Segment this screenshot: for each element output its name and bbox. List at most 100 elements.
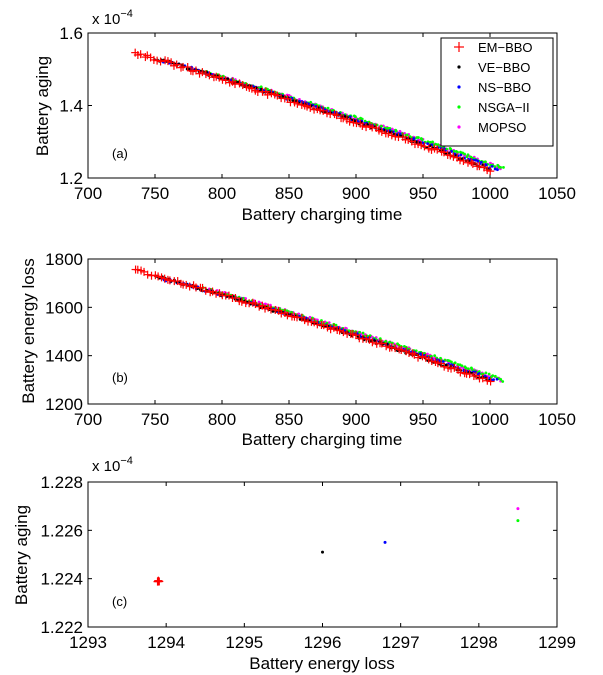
p1-nsgaii-point-87 — [388, 126, 392, 130]
legend: EM−BBO VE−BBO NS−BBO NSGA−II MOPSO — [440, 37, 554, 147]
p1-xtick-label-2: 800 — [208, 184, 236, 203]
p2-ytick-label-0: 1200 — [45, 395, 83, 414]
ticks-c: 1293 1294 1295 1296 1297 1298 1299 1.222 1.224 1.… — [40, 473, 575, 652]
p1-nsbbo-point-139 — [496, 168, 499, 172]
p3-xtick-label-3: 1296 — [304, 633, 342, 652]
xlabel-b: Battery charging time — [242, 430, 403, 449]
p1-nsgaii-point-50 — [309, 100, 313, 104]
p1-ytick-label-0: 1.2 — [59, 169, 83, 188]
p1-nsgaii-point-83 — [380, 124, 383, 128]
p1-vebbo-point-83 — [353, 119, 357, 123]
p1-vebbo-point-79 — [343, 115, 347, 118]
p1-nsbbo-point-110 — [426, 142, 430, 146]
p1-ytick-label-1: 1.4 — [59, 97, 83, 116]
p2-nsgaii-point-110 — [439, 356, 442, 360]
marks-b — [131, 265, 505, 386]
p2-ytick-label-1: 1400 — [45, 347, 83, 366]
p3-nsbbo-point — [383, 540, 387, 544]
panel-label-b: (b) — [112, 370, 128, 385]
p1-vebbo-point-88 — [365, 123, 369, 126]
ylabel-a: Battery aging — [33, 56, 52, 156]
plot-area-b — [87, 258, 558, 405]
ticks-a: 700 750 800 850 900 950 1000 1050 1.2 1.4 1.6 — [59, 24, 576, 203]
legend-item-mopso-label: MOPSO — [478, 120, 526, 135]
p2-nsgaii-point-125 — [470, 368, 474, 371]
p2-nsgaii-point-85 — [384, 340, 388, 343]
p2-nsgaii-point-120 — [460, 364, 464, 368]
p2-nsbbo-point-83 — [359, 335, 363, 339]
p1-mopso-point-87 — [390, 127, 394, 131]
p2-nsgaii-point-139 — [501, 380, 505, 383]
p2-xtick-label-3: 850 — [275, 410, 303, 429]
p2-nsgaii-point-138 — [499, 378, 503, 381]
p1-xtick-label-7: 1050 — [538, 184, 576, 203]
p1-xtick-label-1: 750 — [141, 184, 169, 203]
p1-xtick-label-6: 1000 — [471, 184, 509, 203]
p1-nsgaii-point-75 — [363, 119, 367, 123]
p2-nsgaii-point-62 — [334, 323, 338, 327]
p1-nsgaii-point-71 — [353, 115, 357, 119]
p1-nsgaii-point-116 — [452, 149, 456, 153]
p2-vebbo-point-121 — [444, 363, 448, 367]
p2-xtick-label-7: 1050 — [538, 410, 576, 429]
p2-nsgaii-point-74 — [361, 331, 365, 335]
legend-item-nsbbo-marker — [457, 85, 461, 89]
legend-item-nsgaii-marker — [457, 105, 461, 109]
plot-area-c — [87, 481, 558, 628]
p2-mopso-point-104 — [426, 352, 429, 356]
p2-nsgaii-point-115 — [450, 360, 453, 364]
p3-xtick-label-5: 1298 — [460, 633, 498, 652]
p1-nsgaii-point-105 — [428, 140, 432, 144]
p2-nsgaii-point-117 — [453, 361, 457, 365]
p3-vebbo-point — [321, 550, 324, 554]
p1-nsgaii-point-131 — [484, 160, 487, 164]
p2-xtick-label-6: 1000 — [471, 410, 509, 429]
panel-a: 700 750 800 850 900 950 1000 1050 1.2 1.4 1.6 x 10… — [33, 8, 576, 224]
p1-nsgaii-point-30 — [266, 87, 269, 91]
p1-nsgaii-point-123 — [466, 153, 470, 157]
panel-c: 1293 1294 1295 1296 1297 1298 1299 1.222 1.224 1.… — [12, 455, 576, 673]
p3-nsgaii-point — [516, 519, 520, 523]
p3-xtick-label-0: 1293 — [69, 633, 107, 652]
p1-xtick-label-0: 700 — [74, 184, 102, 203]
panel-label-c: (c) — [112, 594, 127, 609]
p1-nsbbo-point-61 — [307, 102, 310, 106]
p2-nsgaii-point-122 — [464, 366, 468, 370]
p2-nsgaii-point-107 — [433, 354, 437, 358]
p1-nsbbo-point-137 — [490, 165, 494, 168]
p2-xtick-label-2: 800 — [208, 410, 236, 429]
xlabel-c: Battery energy loss — [249, 654, 395, 673]
p1-nsgaii-point-139 — [502, 165, 505, 169]
p1-nsgaii-point-95 — [405, 133, 409, 137]
p1-nsbbo-point-138 — [493, 167, 497, 171]
p1-xtick-label-5: 950 — [409, 184, 437, 203]
p1-nsgaii-point-106 — [431, 140, 434, 144]
p2-vebbo-point-49 — [271, 310, 275, 313]
p2-nsbbo-point-139 — [495, 377, 499, 381]
p1-nsgaii-point-96 — [408, 135, 412, 139]
p1-nsgaii-point-138 — [499, 166, 502, 169]
p2-xtick-label-5: 950 — [409, 410, 437, 429]
p3-ytick-label-3: 1.228 — [40, 473, 83, 492]
p1-ytick-label-2: 1.6 — [59, 24, 83, 43]
p1-nsgaii-point-119 — [459, 150, 462, 154]
p1-nsbbo-point-105 — [412, 137, 416, 140]
exponent-label-a: x 10−4 — [92, 8, 133, 28]
p3-xtick-label-2: 1295 — [225, 633, 263, 652]
xlabel-a: Battery charging time — [242, 205, 403, 224]
p2-ytick-label-3: 1800 — [45, 250, 83, 269]
p1-nsbbo-point-64 — [314, 105, 318, 108]
ylabel-c: Battery aging — [12, 505, 31, 605]
p1-nsgaii-point-136 — [496, 163, 500, 167]
p2-vebbo-point-91 — [373, 339, 376, 343]
p3-ytick-label-0: 1.222 — [40, 618, 83, 637]
p1-nsgaii-point-102 — [420, 138, 424, 142]
p3-ytick-label-1: 1.224 — [40, 570, 83, 589]
p3-mopso-point — [516, 507, 520, 511]
panel-label-a: (a) — [112, 146, 128, 161]
p2-nsgaii-point-131 — [484, 371, 488, 375]
p2-nsgaii-point-123 — [467, 367, 470, 371]
p1-mopso-point-91 — [398, 129, 402, 133]
p2-xtick-label-1: 750 — [141, 410, 169, 429]
p1-nsbbo-point-78 — [348, 115, 352, 119]
